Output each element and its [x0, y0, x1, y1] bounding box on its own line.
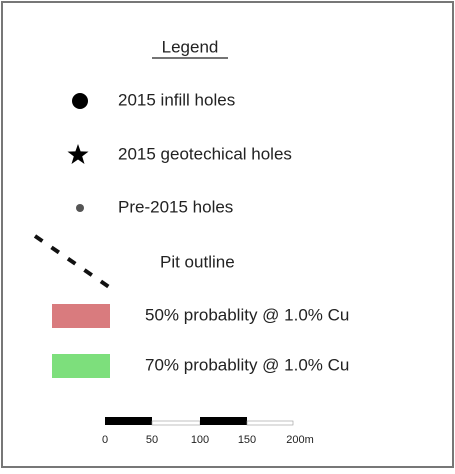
scale-label: 150	[238, 434, 256, 446]
scale-label: 0	[102, 434, 108, 446]
pit-outline-symbol	[33, 234, 114, 291]
infill-hole-symbol	[72, 93, 88, 109]
legend-label: 50% probablity @ 1.0% Cu	[145, 305, 349, 324]
legend-label: 2015 infill holes	[118, 90, 235, 109]
scale-segment	[200, 417, 247, 425]
legend-label: Pit outline	[160, 252, 235, 271]
legend-label: Pre-2015 holes	[118, 197, 233, 216]
legend-label: 2015 geotechical holes	[118, 144, 292, 163]
probability-50-swatch	[52, 304, 110, 328]
geotech-hole-symbol	[67, 144, 89, 164]
scale-segment	[105, 417, 152, 425]
scale-bar: 0 50 100 150 200m	[102, 417, 314, 446]
scale-segment	[151, 420, 201, 426]
legend-title: Legend	[162, 37, 219, 56]
scale-label: 50	[146, 434, 158, 446]
scale-segment	[246, 420, 294, 426]
scale-label: 200m	[286, 434, 314, 446]
scale-label: 100	[191, 434, 209, 446]
pre-2015-hole-symbol	[76, 204, 84, 212]
legend-label: 70% probablity @ 1.0% Cu	[145, 355, 349, 374]
probability-70-swatch	[52, 354, 110, 378]
